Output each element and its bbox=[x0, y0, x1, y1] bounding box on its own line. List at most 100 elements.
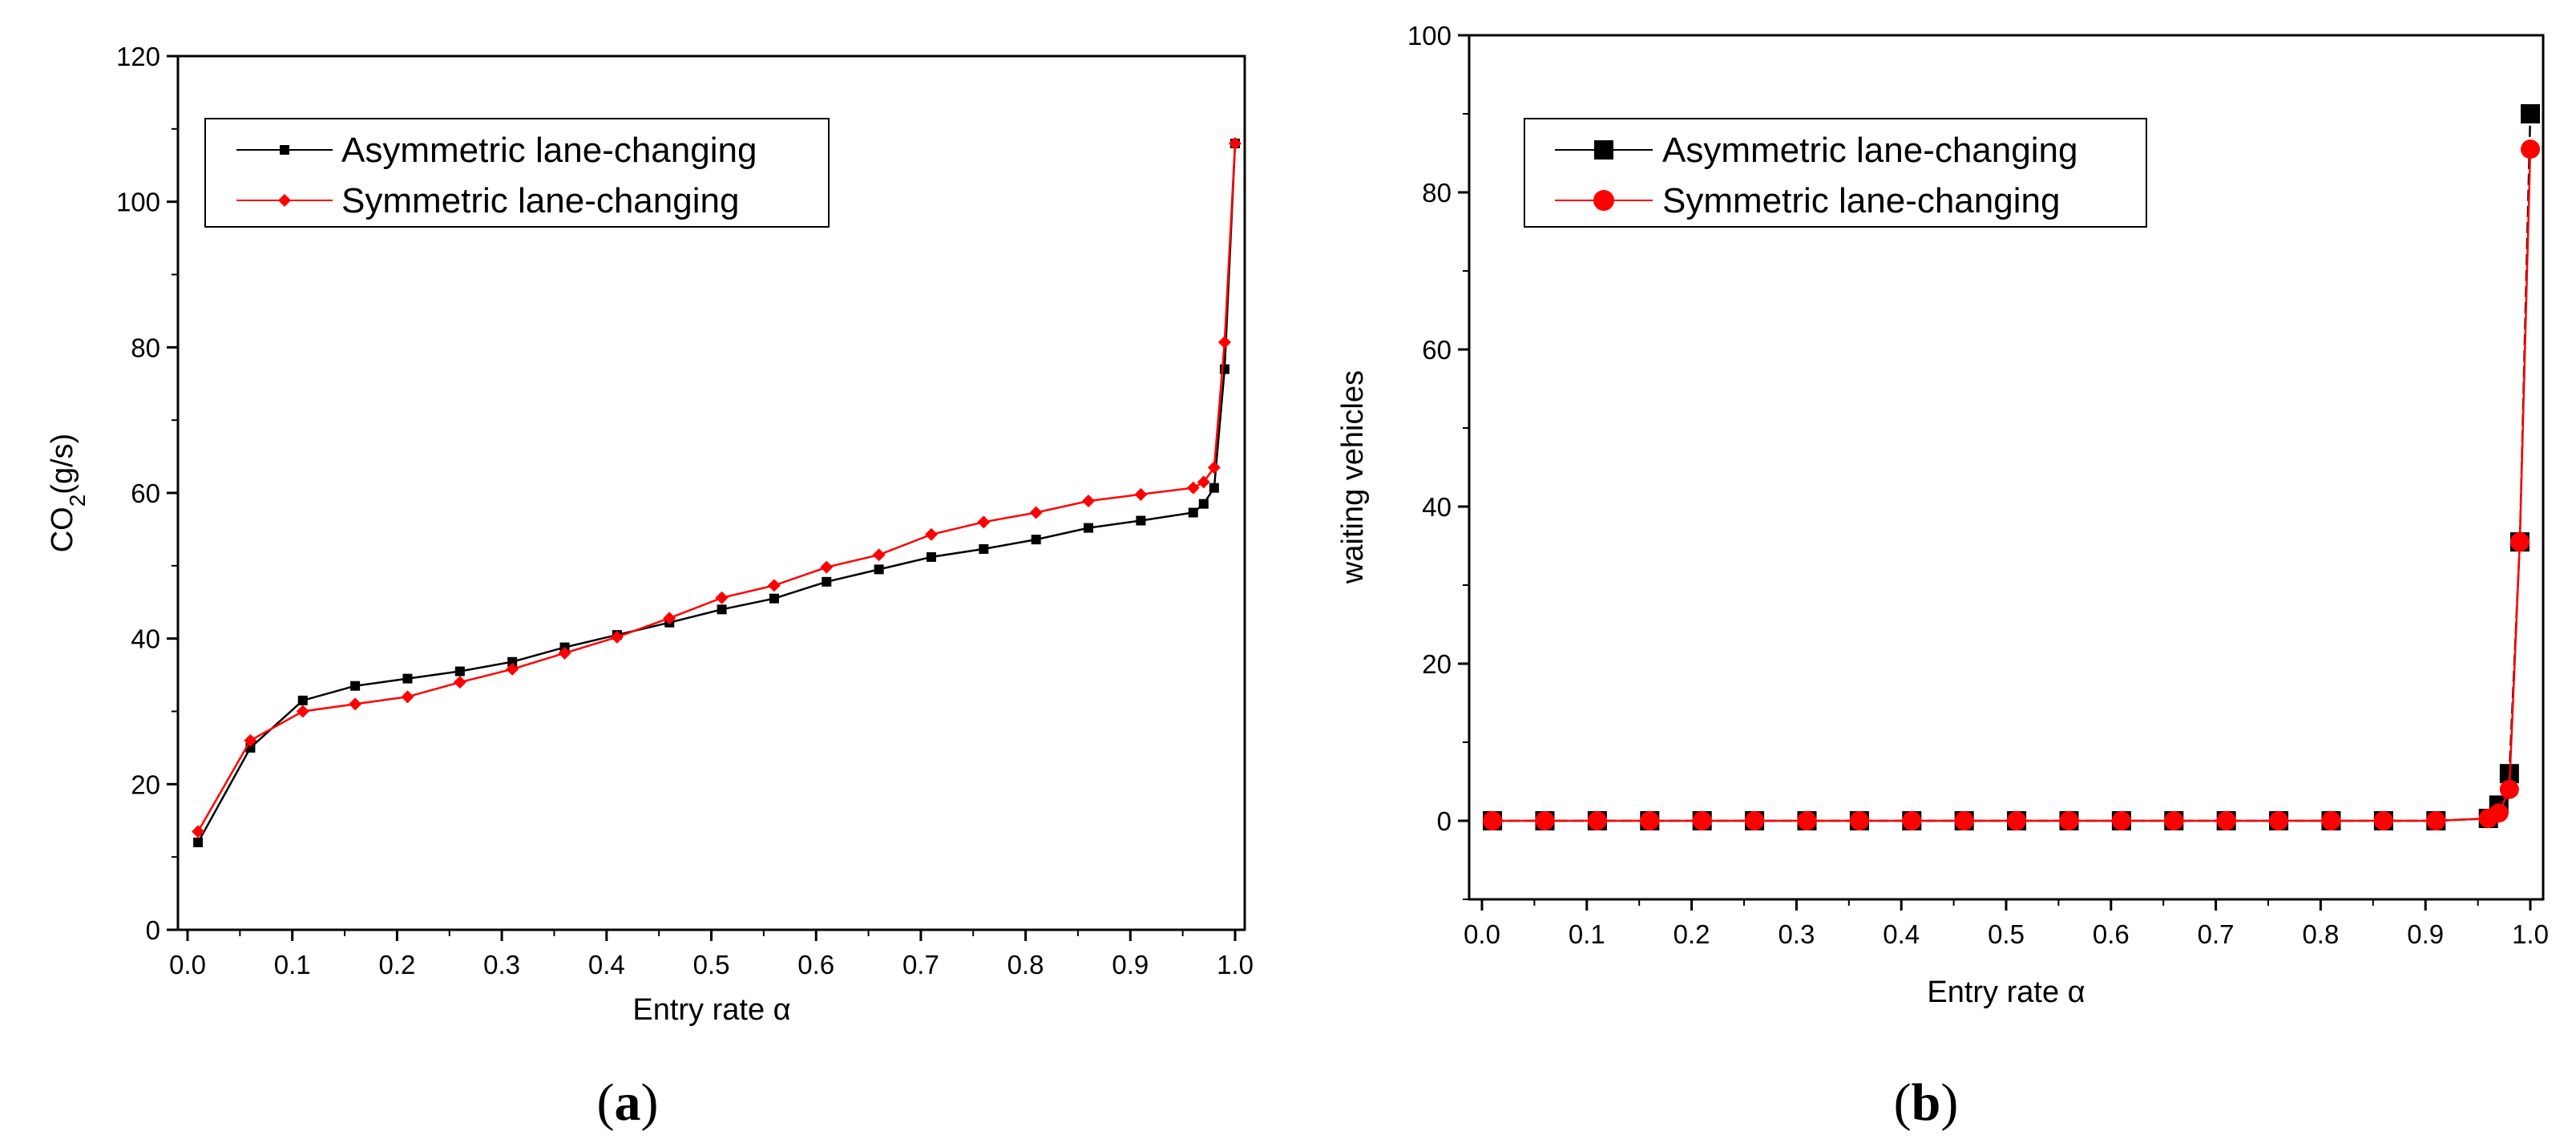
series-line-symmetric-b bbox=[1492, 149, 2532, 822]
data-point-symmetric-a bbox=[244, 733, 257, 747]
data-point-asymmetric-a bbox=[1198, 499, 1209, 509]
data-point-symmetric-a bbox=[1217, 335, 1231, 349]
legend-label-asymmetric-a: Asymmetric lane-changing bbox=[341, 131, 757, 170]
chart-panel-a: 0.0 0.1 0.2 0.3 0.4 0.5 0.6 0.7 0.8 0.9 1.0 0 20 40 60… bbox=[46, 42, 1254, 1132]
x-tick-label-a: 0.3 bbox=[483, 950, 520, 979]
x-tick-label-a: 0.1 bbox=[274, 950, 311, 979]
x-tick-label-b: 0.7 bbox=[2198, 919, 2235, 949]
panel-label-a-letter: a bbox=[615, 1073, 641, 1132]
legend-marker-asymmetric-b bbox=[1594, 140, 1613, 160]
data-point-symmetric-b bbox=[2216, 811, 2236, 830]
panel-label-a-close: ) bbox=[641, 1073, 659, 1132]
data-point-asymmetric-a bbox=[1084, 523, 1094, 533]
data-point-symmetric-a bbox=[1186, 481, 1200, 495]
series-group-b bbox=[1483, 104, 2540, 830]
axis-ticks-b: 0.0 0.1 0.2 0.3 0.4 0.5 0.6 0.7 0.8 0.9 1.0 0 20 40 60… bbox=[1407, 21, 2549, 949]
legend-label-symmetric-a: Symmetric lane-changing bbox=[341, 181, 739, 220]
y-axis-label-a-prefix: CO bbox=[46, 507, 79, 552]
panel-label-b: (b) bbox=[1894, 1073, 1959, 1132]
data-point-asymmetric-a bbox=[926, 551, 936, 562]
series-line-asymmetric-a bbox=[197, 143, 1237, 843]
x-tick-label-b: 0.8 bbox=[2302, 919, 2339, 949]
y-tick-label-a: 20 bbox=[131, 769, 160, 799]
x-tick-label-b: 0.4 bbox=[1883, 919, 1920, 949]
legend-label-symmetric-b: Symmetric lane-changing bbox=[1662, 181, 2060, 220]
data-point-symmetric-b bbox=[1849, 811, 1869, 830]
x-tick-label-a: 0.0 bbox=[169, 950, 206, 979]
data-point-symmetric-a bbox=[610, 630, 624, 644]
x-tick-label-a: 0.8 bbox=[1007, 950, 1044, 979]
data-point-asymmetric-a bbox=[717, 604, 727, 615]
series-line-symmetric-a bbox=[197, 143, 1237, 833]
data-point-symmetric-a bbox=[401, 690, 414, 704]
y-tick-label-a: 100 bbox=[116, 188, 160, 217]
data-point-symmetric-a bbox=[1207, 461, 1221, 475]
data-point-symmetric-b bbox=[1954, 811, 1974, 830]
data-point-asymmetric-a bbox=[454, 666, 465, 677]
data-point-symmetric-a bbox=[820, 560, 834, 574]
y-tick-label-a: 120 bbox=[116, 42, 160, 71]
data-point-symmetric-a bbox=[453, 676, 466, 689]
legend-box-a bbox=[204, 118, 830, 228]
y-tick-label-a: 80 bbox=[131, 333, 160, 362]
y-axis-label-b: waiting vehicles bbox=[1336, 370, 1370, 584]
data-point-asymmetric-a bbox=[1136, 515, 1146, 526]
y-axis-label-a: CO2(g/s) bbox=[46, 434, 90, 553]
x-tick-label-b: 0.5 bbox=[1988, 919, 2025, 949]
data-point-symmetric-b bbox=[2007, 811, 2027, 830]
panel-label-b-open: ( bbox=[1894, 1073, 1912, 1132]
data-point-symmetric-a bbox=[715, 591, 729, 604]
data-point-symmetric-b bbox=[1587, 811, 1607, 830]
x-tick-label-a: 0.4 bbox=[588, 950, 625, 979]
x-tick-label-b: 0.9 bbox=[2407, 919, 2444, 949]
data-point-symmetric-b bbox=[2373, 811, 2393, 830]
data-point-symmetric-a bbox=[663, 612, 676, 625]
data-point-symmetric-b bbox=[1535, 811, 1555, 830]
legend-marker-symmetric-b bbox=[1593, 190, 1614, 211]
x-tick-label-a: 1.0 bbox=[1217, 950, 1254, 979]
data-point-asymmetric-a bbox=[1031, 535, 1041, 545]
y-axis-label-a-suffix: (g/s) bbox=[46, 434, 79, 495]
series-group-a bbox=[192, 137, 1242, 847]
y-tick-label-b: 0 bbox=[1437, 806, 1452, 836]
x-tick-label-b: 0.6 bbox=[2093, 919, 2130, 949]
x-axis-label-b: Entry rate α bbox=[1927, 975, 2085, 1009]
data-point-symmetric-b bbox=[2164, 811, 2184, 830]
panel-label-b-close: ) bbox=[1940, 1073, 1958, 1132]
data-point-symmetric-b bbox=[2499, 779, 2519, 799]
data-point-symmetric-a bbox=[506, 662, 519, 676]
data-point-symmetric-b bbox=[2521, 139, 2540, 160]
data-point-asymmetric-a bbox=[350, 681, 361, 691]
data-point-symmetric-a bbox=[977, 515, 991, 529]
panel-label-b-letter: b bbox=[1912, 1073, 1941, 1132]
data-point-symmetric-a bbox=[192, 825, 205, 838]
x-tick-label-b: 1.0 bbox=[2512, 919, 2549, 949]
data-point-symmetric-a bbox=[924, 527, 938, 541]
data-point-symmetric-a bbox=[1029, 506, 1043, 519]
data-point-symmetric-a bbox=[349, 697, 362, 711]
data-point-asymmetric-a bbox=[402, 673, 413, 684]
panel-label-a: (a) bbox=[597, 1073, 659, 1132]
data-point-symmetric-a bbox=[1229, 137, 1242, 150]
axis-ticks-a: 0.0 0.1 0.2 0.3 0.4 0.5 0.6 0.7 0.8 0.9 1.0 0 20 40 60… bbox=[116, 42, 1254, 979]
legend-label-asymmetric-b: Asymmetric lane-changing bbox=[1662, 131, 2077, 170]
legend-box-b bbox=[1524, 118, 2147, 228]
data-point-symmetric-b bbox=[1902, 811, 1922, 830]
y-tick-label-a: 60 bbox=[131, 479, 160, 508]
data-point-asymmetric-a bbox=[769, 593, 779, 604]
data-point-symmetric-a bbox=[1134, 487, 1148, 501]
data-point-asymmetric-b bbox=[2521, 104, 2540, 123]
data-point-symmetric-a bbox=[1082, 494, 1096, 507]
y-tick-label-a: 0 bbox=[146, 915, 160, 945]
y-tick-label-b: 80 bbox=[1422, 178, 1452, 208]
legend-marker-symmetric-a bbox=[278, 194, 291, 207]
data-point-symmetric-b bbox=[2269, 811, 2289, 830]
data-point-asymmetric-a bbox=[874, 564, 884, 575]
data-point-asymmetric-a bbox=[979, 543, 989, 554]
x-tick-label-a: 0.9 bbox=[1112, 950, 1149, 979]
data-point-symmetric-b bbox=[1692, 811, 1712, 830]
data-point-symmetric-b bbox=[2426, 811, 2446, 830]
x-tick-label-b: 0.1 bbox=[1569, 919, 1605, 949]
data-point-asymmetric-a bbox=[1188, 507, 1198, 518]
y-tick-label-b: 60 bbox=[1422, 335, 1452, 365]
